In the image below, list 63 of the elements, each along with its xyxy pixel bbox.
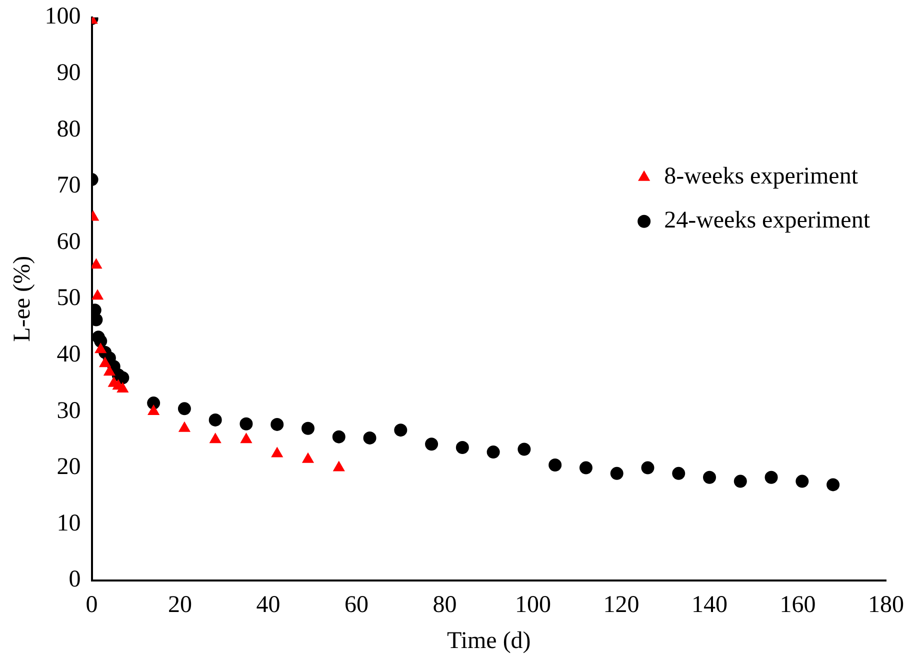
- y-tick-label: 100: [44, 4, 81, 30]
- y-tick-label: 90: [56, 60, 81, 86]
- y-tick-label: 10: [56, 510, 81, 536]
- point: [302, 452, 314, 463]
- point: [486, 446, 500, 459]
- x-tick-label: 180: [868, 592, 904, 618]
- point: [579, 461, 592, 474]
- point: [240, 417, 253, 430]
- x-tick-label: 100: [515, 592, 552, 618]
- point: [148, 405, 160, 415]
- point: [548, 458, 562, 472]
- point: [208, 413, 222, 426]
- y-axis-title: L-ee (%): [10, 256, 36, 342]
- y-tick-label: 80: [56, 116, 81, 142]
- x-tick-label: 40: [256, 592, 280, 618]
- point: [271, 447, 283, 458]
- y-tick-label: 0: [68, 566, 81, 593]
- point: [178, 402, 191, 416]
- legend-label: 24-weeks experiment: [664, 208, 870, 234]
- point: [210, 433, 222, 444]
- point: [333, 461, 345, 472]
- point: [104, 366, 116, 376]
- x-tick-label: 120: [603, 592, 640, 618]
- point: [116, 371, 130, 384]
- point: [240, 433, 252, 444]
- point: [703, 470, 716, 484]
- point: [826, 478, 840, 492]
- point: [610, 466, 624, 480]
- y-tick-label: 50: [56, 285, 81, 312]
- point: [796, 474, 809, 488]
- x-tick-label: 20: [168, 592, 192, 618]
- point: [518, 442, 531, 456]
- point: [99, 357, 111, 368]
- y-tick-label: 30: [56, 398, 81, 424]
- point: [147, 396, 160, 410]
- point: [672, 466, 686, 480]
- x-tick-label: 60: [344, 592, 369, 618]
- point: [302, 422, 314, 435]
- x-tick-label: 0: [86, 592, 98, 618]
- point: [764, 470, 778, 484]
- point: [116, 382, 128, 392]
- y-tick-label: 60: [56, 228, 81, 255]
- y-tick-label: 20: [56, 454, 81, 480]
- point: [178, 422, 190, 432]
- point: [394, 424, 408, 437]
- point: [94, 343, 106, 354]
- point: [94, 334, 108, 348]
- point: [641, 461, 654, 474]
- x-tick-label: 140: [692, 592, 728, 618]
- legend-label: 8-weeks experiment: [664, 164, 858, 190]
- point: [92, 290, 104, 300]
- point: [456, 441, 469, 454]
- point: [332, 430, 346, 444]
- y-tick-label: 40: [56, 341, 81, 368]
- point: [270, 418, 284, 431]
- x-tick-label: 80: [432, 592, 457, 618]
- x-tick-label: 160: [780, 592, 816, 618]
- point: [363, 431, 376, 444]
- point: [734, 474, 747, 488]
- point: [425, 438, 438, 451]
- point: [92, 258, 102, 269]
- y-tick-label: 70: [56, 172, 81, 199]
- x-axis-title: Time (d): [447, 628, 531, 654]
